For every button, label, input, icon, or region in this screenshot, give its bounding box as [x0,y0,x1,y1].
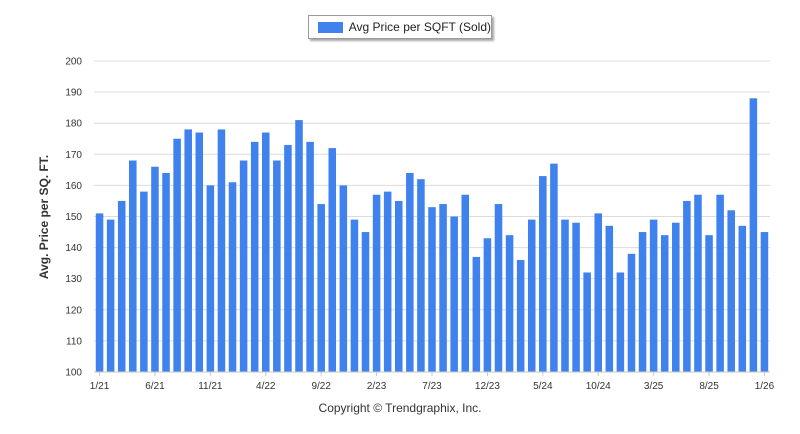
x-tick-label: 1/21 [90,381,110,392]
bar [140,191,148,372]
legend-label: Avg Price per SQFT (Sold) [348,20,491,34]
bar [151,166,159,372]
bar [705,235,713,372]
bar [162,172,170,372]
y-tick-label: 180 [65,119,82,130]
x-tick-label: 6/21 [145,381,165,392]
x-tick-label: 1/26 [755,381,775,392]
x-tick-label: 12/23 [475,381,500,392]
bar [394,200,403,372]
bar [539,176,547,372]
bar [561,219,569,372]
bar [206,185,215,372]
bar [760,232,769,372]
bar [594,213,602,372]
bar [284,144,292,372]
bar [605,225,614,372]
y-tick-label: 120 [65,305,82,316]
bar [660,235,669,372]
bar [273,160,281,372]
bar [439,204,447,372]
bar [428,207,436,372]
bar [417,179,425,372]
y-tick-label: 160 [65,181,82,192]
bar [262,132,270,372]
bar [95,213,104,372]
x-axis-ticks: 1/21 6/21 11/21 4/22 9/22 2/23 7/23 12/23 5/24 10… [90,372,775,392]
bar [550,163,558,372]
bar [583,272,591,372]
bar [683,200,691,372]
y-tick-label: 100 [65,368,82,379]
y-tick-label: 150 [65,212,82,223]
bar [383,191,392,372]
bar [129,160,137,372]
bar [516,260,525,372]
bar-series [95,98,769,372]
bar [727,210,735,372]
bar [738,225,747,372]
bar [372,194,381,372]
bar [239,160,248,372]
y-tick-label: 170 [65,150,82,161]
bar [361,232,370,372]
bar [328,148,337,372]
bar [295,120,303,372]
bar [716,194,724,372]
bar [228,182,237,372]
bar [173,138,181,372]
x-tick-label: 7/23 [422,381,442,392]
bar [616,272,625,372]
legend-swatch [318,21,343,33]
bar [572,222,580,372]
bar [672,222,680,372]
x-tick-label: 3/25 [644,381,664,392]
y-axis-label: Avg. Price per SQ. FT. [37,155,51,279]
bar [106,219,115,372]
x-tick-label: 5/24 [533,381,553,392]
bar [749,98,758,372]
y-axis-ticks: 100 110 120 130 140 150 160 170 180 190 200 [65,57,82,379]
copyright-text: Copyright © Trendgraphix, Inc. [318,401,482,415]
x-tick-label: 2/23 [367,381,387,392]
bar [250,141,259,372]
bar [350,219,359,372]
bar [406,172,414,372]
bar [694,194,702,372]
y-tick-label: 190 [65,88,82,99]
bar [450,216,458,372]
x-tick-label: 10/24 [586,381,611,392]
y-tick-label: 200 [65,57,82,68]
x-tick-label: 8/25 [699,381,719,392]
bar [627,253,636,372]
bar [117,200,126,372]
bar [184,129,192,372]
bar [527,219,536,372]
bar [472,256,481,372]
x-tick-label: 11/21 [198,381,223,392]
bar [306,141,314,372]
x-tick-label: 4/22 [256,381,276,392]
bar [505,235,514,372]
x-tick-label: 9/22 [311,381,331,392]
y-tick-label: 110 [66,336,82,347]
bar [638,232,647,372]
y-tick-label: 140 [65,243,82,254]
y-tick-label: 130 [65,274,82,285]
bar [317,204,325,372]
bar [195,132,204,372]
legend: Avg Price per SQFT (Sold) [308,15,492,39]
bar [494,204,503,372]
bar [461,194,470,372]
bar [483,238,492,372]
bar [339,185,348,372]
bar [217,129,226,372]
bar [649,219,658,372]
